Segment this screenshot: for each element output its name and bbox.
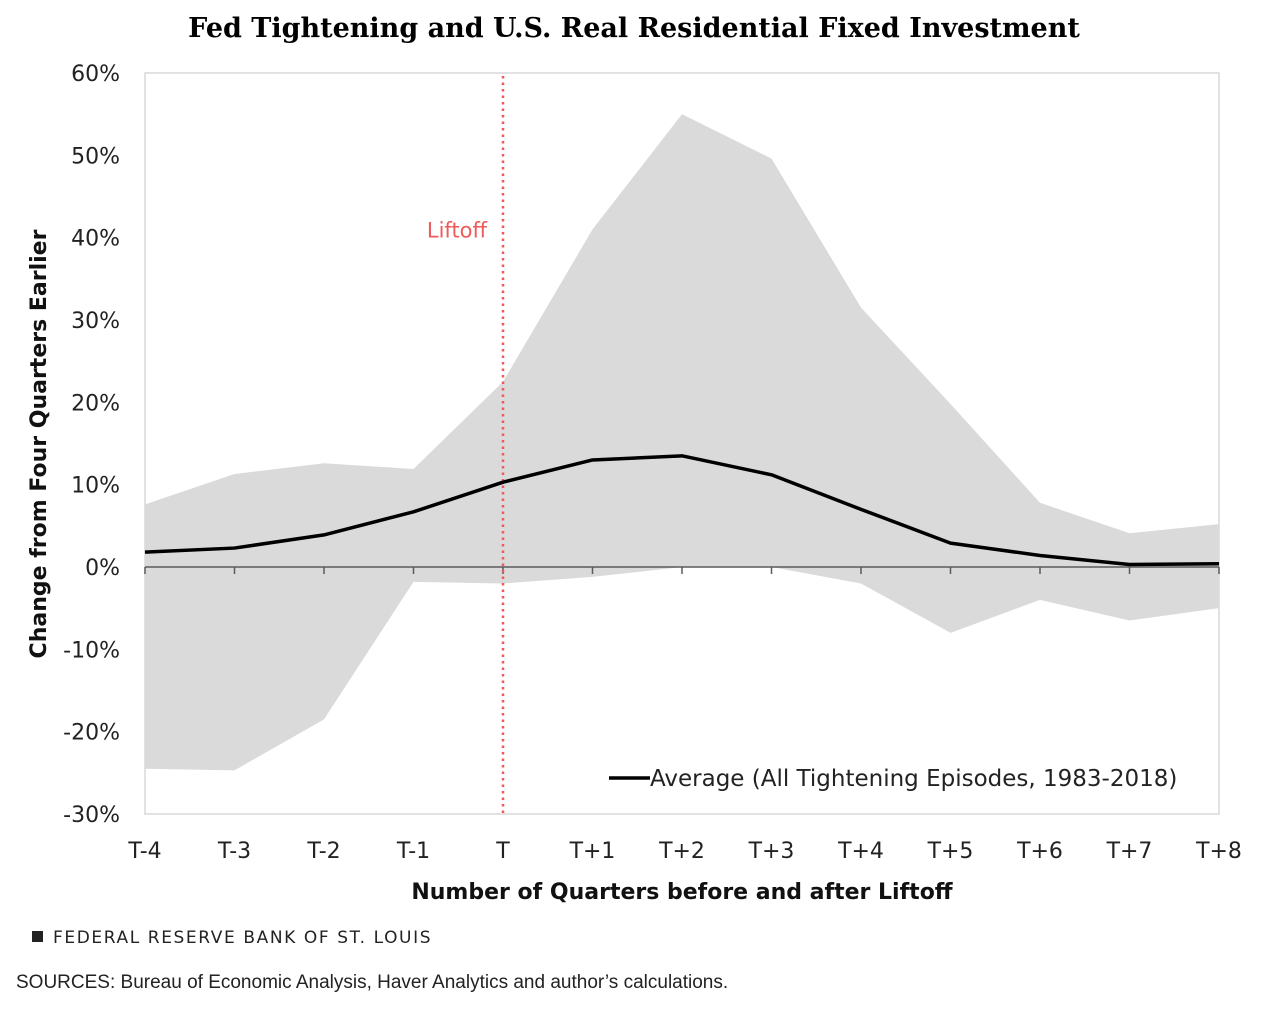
brand-square-icon bbox=[32, 930, 43, 942]
y-tick-label: 10% bbox=[71, 474, 120, 499]
y-tick-label: 60% bbox=[71, 62, 120, 87]
x-tick-label: T+5 bbox=[927, 839, 974, 864]
legend: Average (All Tightening Episodes, 1983-2… bbox=[609, 766, 1177, 792]
chart-title: Fed Tightening and U.S. Real Residential… bbox=[188, 13, 1080, 44]
y-tick-label: -30% bbox=[63, 803, 120, 828]
x-tick-label: T+7 bbox=[1106, 839, 1153, 864]
x-tick-label: T+6 bbox=[1016, 839, 1063, 864]
x-tick-label: T bbox=[495, 839, 510, 864]
x-tick-label: T+2 bbox=[658, 839, 705, 864]
y-tick-label: 40% bbox=[71, 227, 120, 252]
y-tick-label: 20% bbox=[71, 391, 120, 416]
plot-area: Liftoff -30% -20% -10% 0% 10% 20% 30% 40% 50% 60% T… bbox=[63, 62, 1242, 864]
x-tick-label: T+1 bbox=[569, 839, 616, 864]
y-tick-label: 0% bbox=[85, 556, 120, 581]
range-band bbox=[145, 114, 1219, 771]
x-axis-title: Number of Quarters before and after Lift… bbox=[411, 880, 953, 905]
y-tick-label: -20% bbox=[63, 721, 120, 746]
y-tick-label: 50% bbox=[71, 144, 120, 169]
x-tick-label: T+3 bbox=[748, 839, 795, 864]
x-tick-label: T-2 bbox=[306, 839, 340, 864]
y-axis-title: Change from Four Quarters Earlier bbox=[27, 229, 52, 658]
chart-svg: Fed Tightening and U.S. Real Residential… bbox=[27, 13, 1242, 905]
footer-brand-text: FEDERAL RESERVE BANK OF ST. LOUIS bbox=[53, 928, 433, 948]
x-tick-label: T-3 bbox=[217, 839, 251, 864]
x-tick-label: T-4 bbox=[127, 839, 161, 864]
legend-label: Average (All Tightening Episodes, 1983-2… bbox=[650, 766, 1177, 792]
x-tick-label: T+8 bbox=[1195, 839, 1242, 864]
liftoff-label: Liftoff bbox=[427, 219, 488, 243]
y-tick-label: 30% bbox=[71, 309, 120, 334]
footer-brand: FEDERAL RESERVE BANK OF ST. LOUIS bbox=[32, 928, 432, 948]
plot-frame bbox=[144, 72, 1220, 815]
sources-note: SOURCES: Bureau of Economic Analysis, Ha… bbox=[16, 972, 729, 993]
x-tick-label: T-1 bbox=[396, 839, 430, 864]
x-tick-label: T+4 bbox=[837, 839, 884, 864]
y-tick-label: -10% bbox=[63, 638, 120, 663]
